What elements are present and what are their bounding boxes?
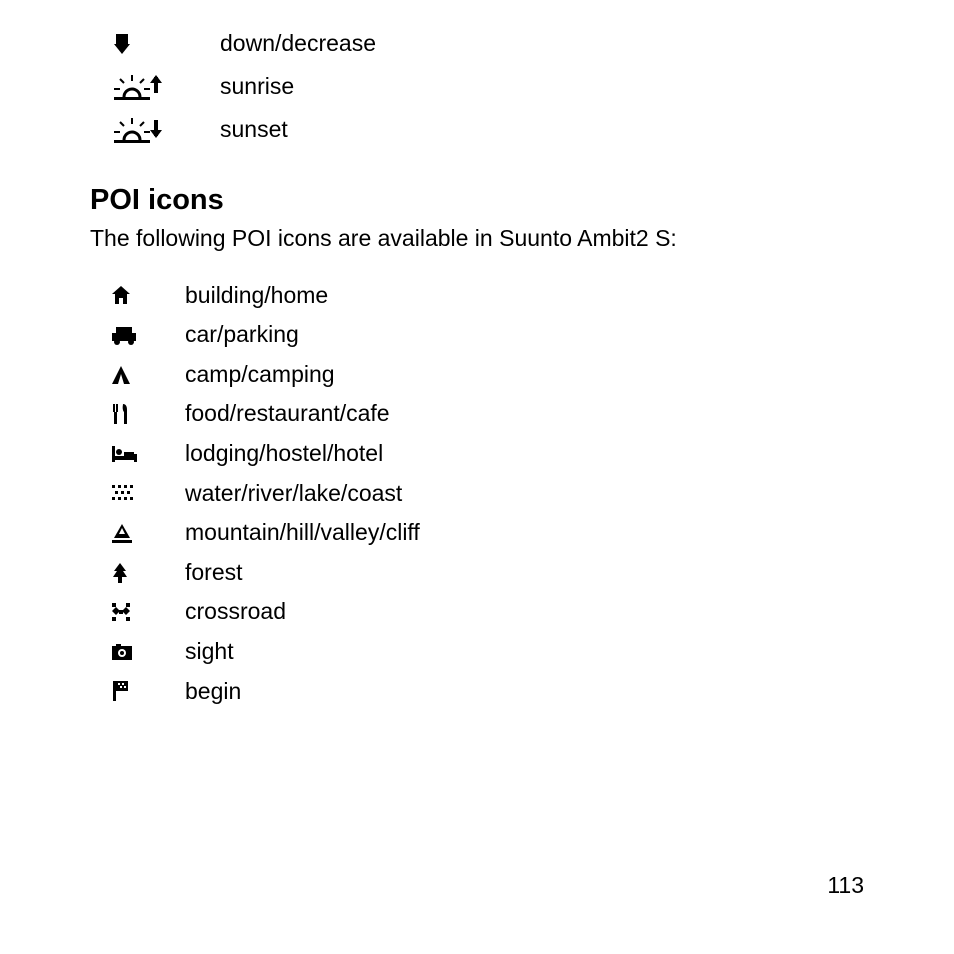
icon-row: water/river/lake/coast bbox=[90, 480, 864, 508]
icon-label: sight bbox=[185, 638, 234, 666]
sunrise-icon bbox=[90, 73, 220, 101]
icon-row: lodging/hostel/hotel bbox=[90, 440, 864, 468]
icon-row: sight bbox=[90, 638, 864, 666]
food-restaurant-cafe-icon bbox=[90, 402, 185, 426]
icon-row: car/parking bbox=[90, 321, 864, 349]
icon-label: car/parking bbox=[185, 321, 299, 349]
icon-label: camp/camping bbox=[185, 361, 335, 389]
icon-label: forest bbox=[185, 559, 243, 587]
icon-label: down/decrease bbox=[220, 30, 376, 58]
top-icon-list: down/decrease sunrise bbox=[90, 30, 864, 144]
down-decrease-icon bbox=[90, 32, 220, 56]
crossroad-icon bbox=[90, 601, 185, 623]
poi-icons-subtext: The following POI icons are available in… bbox=[90, 225, 864, 252]
water-river-lake-coast-icon bbox=[90, 483, 185, 503]
lodging-hostel-hotel-icon bbox=[90, 444, 185, 464]
icon-row: food/restaurant/cafe bbox=[90, 400, 864, 428]
forest-icon bbox=[90, 561, 185, 585]
icon-label: water/river/lake/coast bbox=[185, 480, 402, 508]
icon-label: sunrise bbox=[220, 73, 294, 101]
icon-row: camp/camping bbox=[90, 361, 864, 389]
icon-row: sunset bbox=[90, 116, 864, 144]
icon-row: crossroad bbox=[90, 598, 864, 626]
car-parking-icon bbox=[90, 325, 185, 345]
icon-label: lodging/hostel/hotel bbox=[185, 440, 383, 468]
icon-label: begin bbox=[185, 678, 241, 706]
poi-icons-heading: POI icons bbox=[90, 184, 864, 217]
begin-icon bbox=[90, 679, 185, 703]
page-number: 113 bbox=[827, 872, 864, 899]
sunset-icon bbox=[90, 116, 220, 144]
mountain-hill-valley-cliff-icon bbox=[90, 522, 185, 544]
icon-row: begin bbox=[90, 678, 864, 706]
camp-camping-icon bbox=[90, 364, 185, 386]
building-home-icon bbox=[90, 284, 185, 306]
icon-label: food/restaurant/cafe bbox=[185, 400, 390, 428]
icon-row: mountain/hill/valley/cliff bbox=[90, 519, 864, 547]
poi-icon-list: building/home car/parking camp/camping f… bbox=[90, 282, 864, 706]
icon-label: sunset bbox=[220, 116, 288, 144]
icon-label: crossroad bbox=[185, 598, 286, 626]
icon-label: building/home bbox=[185, 282, 328, 310]
icon-row: building/home bbox=[90, 282, 864, 310]
icon-row: forest bbox=[90, 559, 864, 587]
icon-label: mountain/hill/valley/cliff bbox=[185, 519, 420, 547]
sight-icon bbox=[90, 642, 185, 662]
icon-row: down/decrease bbox=[90, 30, 864, 58]
icon-row: sunrise bbox=[90, 73, 864, 101]
